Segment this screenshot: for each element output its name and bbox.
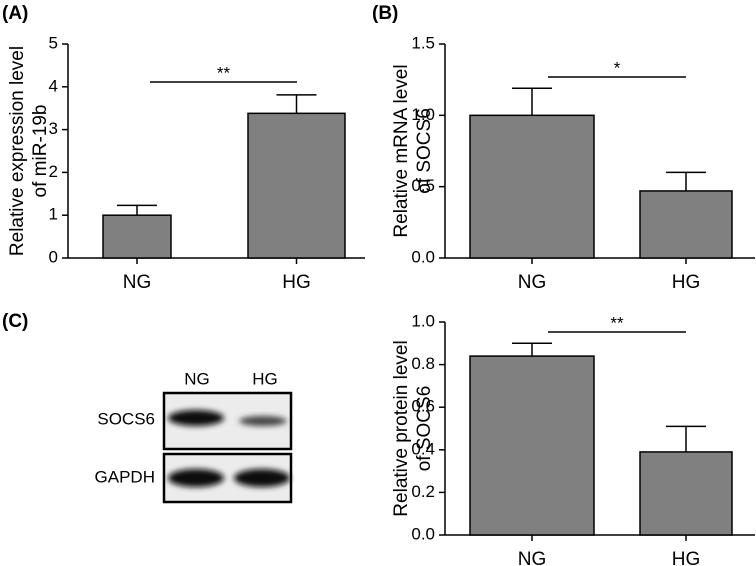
- lane-label: NG: [184, 369, 210, 388]
- y-tick-label: 0.6: [411, 397, 435, 416]
- western-blot: (C) NG HG SOCS6 GAPDH: [2, 311, 293, 504]
- bar: [469, 355, 595, 536]
- x-tick-label: HG: [672, 272, 701, 293]
- y-axis-label: of SOCS6: [414, 386, 435, 472]
- bar: [639, 451, 733, 536]
- significance-label: **: [610, 313, 624, 332]
- bar: [639, 190, 733, 259]
- y-tick-label: 1.5: [411, 33, 435, 52]
- y-tick-label: 0.2: [411, 482, 435, 501]
- y-tick-label: 0.0: [411, 247, 435, 266]
- x-tick-label: NG: [518, 549, 547, 566]
- x-tick-label: NG: [518, 272, 547, 293]
- significance-label: **: [217, 63, 231, 82]
- panel-label: (A): [2, 3, 28, 24]
- y-tick-label: 1: [49, 205, 58, 224]
- y-tick-label: 0: [49, 247, 58, 266]
- y-tick-label: 3: [49, 119, 58, 138]
- bar: [469, 114, 595, 259]
- y-tick-label: 1.0: [411, 311, 435, 330]
- significance-label: *: [614, 58, 621, 77]
- y-tick-label: 0.0: [411, 524, 435, 543]
- band: [168, 469, 224, 487]
- row-label: GAPDH: [95, 467, 155, 486]
- y-tick-label: 5: [49, 33, 58, 52]
- y-tick-label: 2: [49, 162, 58, 181]
- bar: [102, 214, 172, 259]
- band: [168, 410, 224, 426]
- band: [234, 469, 290, 487]
- band: [239, 416, 287, 426]
- y-axis-label: of SOCS6: [414, 108, 435, 194]
- y-axis-label: Relative protein level: [391, 340, 412, 516]
- y-tick-label: 0.4: [411, 439, 435, 458]
- x-tick-label: NG: [123, 272, 152, 293]
- y-axis-label: Relative mRNA level: [391, 64, 412, 237]
- y-tick-label: 1.0: [411, 105, 435, 124]
- x-tick-label: HG: [672, 549, 701, 566]
- x-tick-label: HG: [282, 272, 311, 293]
- y-axis-label: Relative expression level: [7, 46, 28, 256]
- lane-label: HG: [252, 369, 278, 388]
- y-tick-label: 0.5: [411, 176, 435, 195]
- y-tick-label: 0.8: [411, 354, 435, 373]
- panel-label: (B): [372, 3, 398, 24]
- y-axis-label: of miR-19b: [30, 105, 51, 198]
- bar: [247, 112, 346, 259]
- y-tick-label: 4: [49, 76, 58, 95]
- panel-label: (C): [2, 311, 28, 332]
- row-label: SOCS6: [97, 409, 155, 428]
